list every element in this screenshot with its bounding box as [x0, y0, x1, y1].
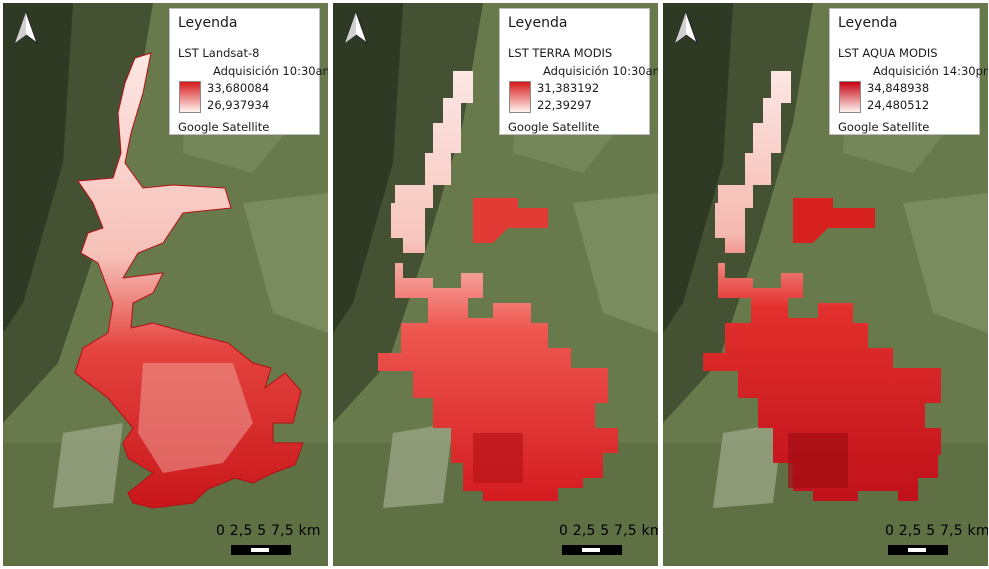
legend-basemap: Google Satellite: [838, 120, 930, 134]
legend-box: Leyenda LST AQUA MODIS Adquisición 14:30…: [829, 8, 988, 135]
legend-layer-name: LST TERRA MODIS: [508, 46, 613, 60]
legend-heading: Leyenda: [178, 15, 238, 31]
scale-label: 0 2,5 5 7,5 km: [885, 523, 988, 539]
legend-acquisition: Adquisición 14:30pm: [873, 64, 988, 78]
scale-bar: [231, 545, 291, 555]
legend-acquisition: Adquisición 10:30am: [543, 64, 658, 78]
legend-min-value: 22,39297: [537, 98, 592, 112]
heat-area-terra: [378, 71, 618, 501]
north-arrow-icon: [673, 11, 699, 45]
legend-basemap: Google Satellite: [178, 120, 270, 134]
heat-area-aqua: [703, 71, 941, 501]
legend-box: Leyenda LST Landsat-8 Adquisición 10:30a…: [169, 8, 328, 135]
legend-max-value: 34,848938: [867, 81, 930, 95]
north-arrow-icon: [343, 11, 369, 45]
legend-heading: Leyenda: [838, 15, 898, 31]
scale-label: 0 2,5 5 7,5 km: [216, 523, 321, 539]
legend-layer-name: LST Landsat-8: [178, 46, 260, 60]
map-panel-landsat: Leyenda LST Landsat-8 Adquisición 10:30a…: [3, 3, 328, 566]
scale-bar: [888, 545, 948, 555]
map-panel-aqua: Leyenda LST AQUA MODIS Adquisición 14:30…: [663, 3, 988, 566]
legend-min-value: 24,480512: [867, 98, 930, 112]
legend-acquisition: Adquisición 10:30am: [213, 64, 328, 78]
legend-color-ramp: [509, 81, 531, 113]
legend-color-ramp: [839, 81, 861, 113]
scale-label: 0 2,5 5 7,5 km: [559, 523, 658, 539]
legend-max-value: 33,680084: [207, 81, 270, 95]
legend-heading: Leyenda: [508, 15, 568, 31]
heat-area-landsat: [74, 52, 304, 509]
legend-box: Leyenda LST TERRA MODIS Adquisición 10:3…: [499, 8, 658, 135]
legend-min-value: 26,937934: [207, 98, 270, 112]
map-panel-terra: Leyenda LST TERRA MODIS Adquisición 10:3…: [333, 3, 658, 566]
legend-color-ramp: [179, 81, 201, 113]
legend-layer-name: LST AQUA MODIS: [838, 46, 938, 60]
satellite-map: [333, 3, 658, 566]
north-arrow-icon: [13, 11, 39, 45]
scale-bar: [562, 545, 622, 555]
legend-max-value: 31,383192: [537, 81, 600, 95]
legend-basemap: Google Satellite: [508, 120, 600, 134]
